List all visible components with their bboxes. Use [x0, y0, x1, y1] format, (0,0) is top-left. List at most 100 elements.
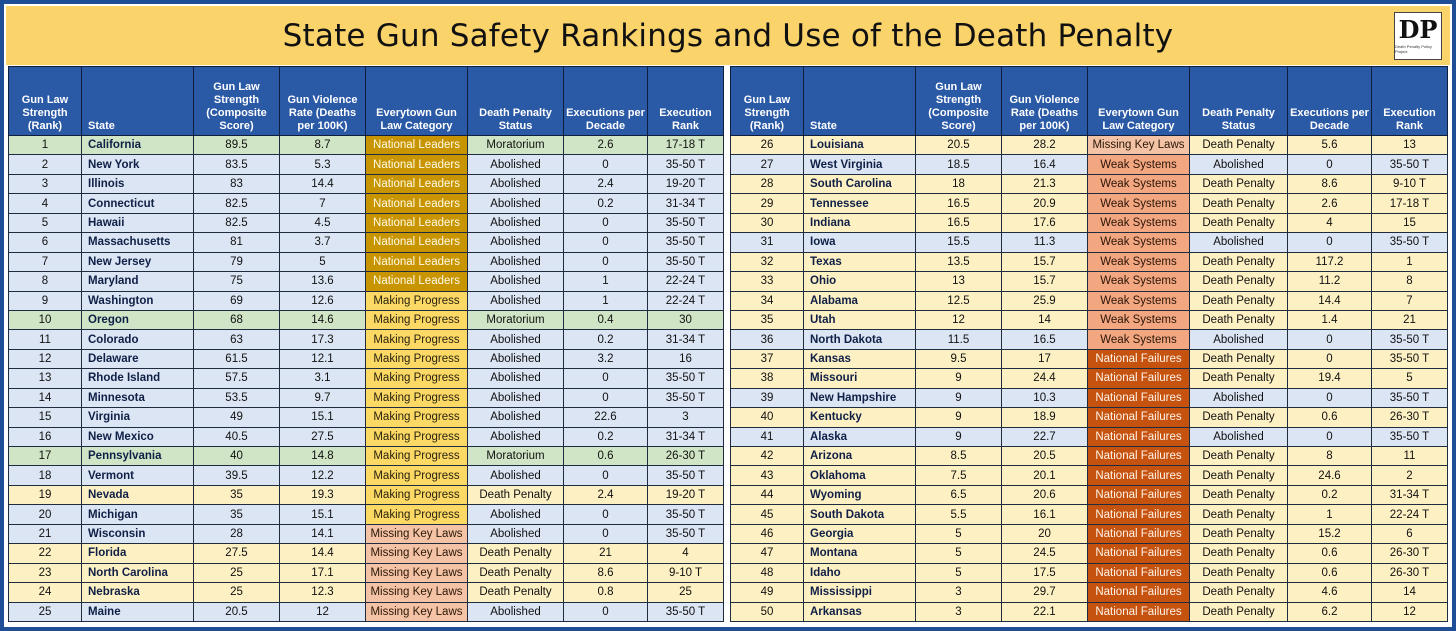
- violence-cell: 15.1: [279, 407, 366, 428]
- exec-rank-cell: 22-24 T: [647, 290, 724, 311]
- category-cell: National Failures: [1087, 465, 1190, 486]
- status-cell: Abolished: [467, 271, 564, 292]
- table-row: 38 Missouri 9 24.4 National Failures Death Pe…: [730, 368, 1448, 389]
- score-cell: 40.5: [193, 426, 280, 448]
- category-cell: Weak Systems: [1087, 309, 1190, 331]
- rank-cell: 39: [730, 387, 804, 409]
- category-cell: National Failures: [1087, 387, 1190, 409]
- score-cell: 49: [193, 407, 280, 428]
- table-row: 19 Nevada 35 19.3 Making Progress Death Penal…: [8, 484, 724, 506]
- status-cell: Abolished: [467, 387, 564, 409]
- category-cell: Weak Systems: [1087, 154, 1190, 175]
- state-cell: Illinois: [81, 173, 194, 195]
- exec-rank-cell: 31-34 T: [647, 193, 724, 214]
- state-cell: Kentucky: [803, 407, 916, 428]
- state-cell: Alabama: [803, 290, 916, 311]
- violence-cell: 18.9: [1001, 407, 1088, 428]
- state-cell: Iowa: [803, 232, 916, 253]
- rank-cell: 3: [8, 173, 82, 195]
- status-cell: Death Penalty: [1189, 368, 1288, 389]
- status-cell: Death Penalty: [467, 484, 564, 506]
- exec-rank-cell: 8: [1371, 271, 1448, 292]
- violence-cell: 17.1: [279, 562, 366, 584]
- state-cell: New York: [81, 154, 194, 175]
- violence-cell: 19.3: [279, 484, 366, 506]
- rank-cell: 42: [730, 445, 804, 467]
- violence-cell: 15.7: [1001, 271, 1088, 292]
- header-row: Gun Law Strength (Rank) State Gun Law St…: [730, 66, 1448, 136]
- category-cell: National Leaders: [365, 173, 468, 195]
- state-cell: North Carolina: [81, 562, 194, 584]
- exec-rank-cell: 35-50 T: [647, 465, 724, 486]
- table-row: 10 Oregon 68 14.6 Making Progress Moratorium 0…: [8, 309, 724, 331]
- status-cell: Abolished: [467, 407, 564, 428]
- score-cell: 40: [193, 445, 280, 467]
- exec-rank-cell: 9-10 T: [647, 562, 724, 584]
- score-cell: 82.5: [193, 193, 280, 214]
- exec-rank-cell: 26-30 T: [1371, 543, 1448, 564]
- rank-cell: 11: [8, 329, 82, 350]
- executions-cell: 1: [563, 271, 648, 292]
- category-cell: Weak Systems: [1087, 193, 1190, 214]
- category-cell: Missing Key Laws: [365, 543, 468, 564]
- status-cell: Death Penalty: [1189, 445, 1288, 467]
- executions-cell: 19.4: [1287, 368, 1372, 389]
- category-cell: Making Progress: [365, 368, 468, 389]
- rank-cell: 34: [730, 290, 804, 311]
- violence-cell: 16.5: [1001, 329, 1088, 350]
- table-body-left: 1 California 89.5 8.7 National Leaders Morato…: [8, 134, 724, 622]
- state-cell: Florida: [81, 543, 194, 564]
- state-cell: Maine: [81, 601, 194, 622]
- score-cell: 3: [915, 601, 1002, 622]
- executions-cell: 0.6: [1287, 407, 1372, 428]
- violence-cell: 5: [279, 251, 366, 273]
- status-cell: Abolished: [467, 251, 564, 273]
- category-cell: Weak Systems: [1087, 232, 1190, 253]
- score-cell: 13.5: [915, 251, 1002, 273]
- state-cell: Pennsylvania: [81, 445, 194, 467]
- status-cell: Death Penalty: [1189, 582, 1288, 603]
- executions-cell: 0: [563, 368, 648, 389]
- score-cell: 20.5: [915, 134, 1002, 156]
- violence-cell: 10.3: [1001, 387, 1088, 409]
- status-cell: Moratorium: [467, 445, 564, 467]
- violence-cell: 14: [1001, 309, 1088, 331]
- rank-cell: 12: [8, 348, 82, 370]
- rank-cell: 23: [8, 562, 82, 584]
- state-cell: Delaware: [81, 348, 194, 370]
- table-row: 1 California 89.5 8.7 National Leaders Morato…: [8, 134, 724, 156]
- executions-cell: 2.4: [563, 173, 648, 195]
- score-cell: 16.5: [915, 212, 1002, 234]
- score-cell: 25: [193, 582, 280, 603]
- category-cell: Weak Systems: [1087, 271, 1190, 292]
- rank-cell: 30: [730, 212, 804, 234]
- score-cell: 15.5: [915, 232, 1002, 253]
- category-cell: National Failures: [1087, 582, 1190, 603]
- score-cell: 13: [915, 271, 1002, 292]
- exec-rank-cell: 35-50 T: [1371, 232, 1448, 253]
- executions-cell: 0.6: [1287, 562, 1372, 584]
- score-cell: 7.5: [915, 465, 1002, 486]
- category-cell: National Leaders: [365, 232, 468, 253]
- document-frame: State Gun Safety Rankings and Use of the…: [4, 4, 1452, 627]
- category-cell: National Failures: [1087, 445, 1190, 467]
- rank-cell: 29: [730, 193, 804, 214]
- exec-rank-cell: 15: [1371, 212, 1448, 234]
- executions-cell: 0: [563, 504, 648, 525]
- status-cell: Death Penalty: [1189, 271, 1288, 292]
- rankings-table-left: Gun Law Strength (Rank) State Gun Law St…: [8, 66, 724, 622]
- executions-cell: 2.6: [1287, 193, 1372, 214]
- executions-cell: 4: [1287, 212, 1372, 234]
- exec-rank-cell: 19-20 T: [647, 173, 724, 195]
- table-row: 27 West Virginia 18.5 16.4 Weak Systems Aboli…: [730, 154, 1448, 175]
- table-row: 21 Wisconsin 28 14.1 Missing Key Laws Abolish…: [8, 523, 724, 545]
- exec-rank-cell: 17-18 T: [647, 134, 724, 156]
- publisher-logo: DP Death Penalty Policy Project: [1394, 12, 1442, 60]
- exec-rank-cell: 26-30 T: [1371, 407, 1448, 428]
- executions-cell: 0.2: [1287, 484, 1372, 506]
- category-cell: Making Progress: [365, 290, 468, 311]
- table-row: 34 Alabama 12.5 25.9 Weak Systems Death Penal…: [730, 290, 1448, 311]
- table-row: 8 Maryland 75 13.6 National Leaders Abolished…: [8, 271, 724, 292]
- exec-rank-cell: 35-50 T: [647, 368, 724, 389]
- executions-cell: 4.6: [1287, 582, 1372, 603]
